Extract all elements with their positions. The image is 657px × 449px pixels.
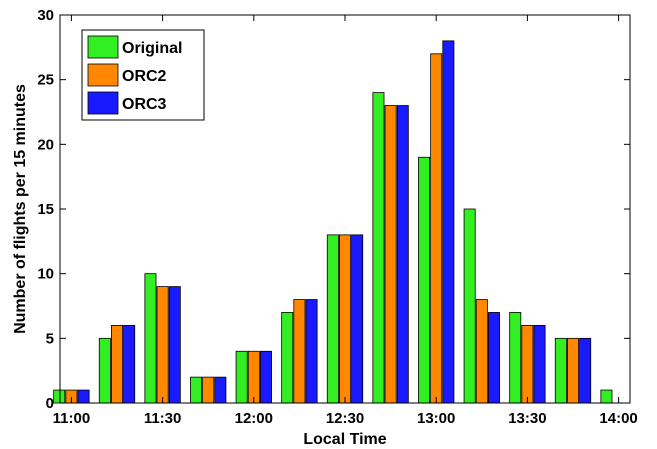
y-tick-label: 0 bbox=[46, 395, 54, 412]
bar-orc2-11:15 bbox=[111, 324, 123, 404]
y-tick-label: 10 bbox=[37, 266, 54, 283]
bar-original-12:15 bbox=[281, 312, 294, 404]
bar-original-12:45 bbox=[372, 92, 385, 404]
legend-swatch-orc3 bbox=[87, 91, 119, 115]
y-tick-label: 5 bbox=[46, 330, 54, 347]
bar-orc2-12:00 bbox=[247, 350, 260, 404]
legend: Original ORC2 ORC3 bbox=[81, 29, 205, 121]
bar-original-11:00 bbox=[53, 389, 66, 404]
bar-orc2-13:45 bbox=[567, 337, 579, 404]
bar-orc2-12:30 bbox=[339, 234, 351, 404]
y-tick-label: 20 bbox=[37, 136, 54, 153]
bar-original-12:00 bbox=[235, 350, 248, 404]
bar-original-11:15 bbox=[98, 337, 111, 404]
bar-orc2-13:30 bbox=[521, 324, 534, 404]
bar-original-13:15 bbox=[463, 208, 476, 404]
bar-orc3-13:00 bbox=[442, 40, 455, 404]
bar-original-14:00 bbox=[600, 389, 613, 404]
legend-label-orc2: ORC2 bbox=[122, 68, 167, 85]
bar-orc3-13:15 bbox=[487, 312, 500, 404]
bar-orc3-12:00 bbox=[259, 350, 272, 404]
bar-orc2-11:30 bbox=[156, 286, 169, 404]
bar-orc2-13:00 bbox=[430, 53, 443, 404]
bar-original-12:30 bbox=[326, 234, 339, 404]
bars-layer bbox=[53, 40, 613, 404]
bar-orc2-12:15 bbox=[293, 299, 306, 404]
bar-orc3-11:30 bbox=[168, 286, 181, 404]
y-tick-label: 30 bbox=[37, 7, 54, 24]
ticks-layer: 0 5 10 15 20 25 30 11:00 11:30 12:00 12:30 13:00 13:… bbox=[37, 7, 637, 427]
legend-label-orc3: ORC3 bbox=[122, 96, 167, 113]
bar-orc2-13:15 bbox=[475, 299, 488, 404]
x-axis-label: Local Time bbox=[303, 431, 386, 448]
bar-original-11:30 bbox=[144, 273, 157, 404]
bar-original-13:30 bbox=[509, 312, 522, 404]
y-tick-label: 15 bbox=[37, 201, 54, 218]
x-tick-label: 14:00 bbox=[599, 410, 637, 427]
bar-original-11:45 bbox=[190, 376, 203, 404]
bar-orc3-13:45 bbox=[579, 337, 592, 404]
x-tick-label: 11:00 bbox=[53, 410, 91, 427]
x-tick-label: 13:30 bbox=[508, 410, 546, 427]
bar-orc3-12:30 bbox=[351, 234, 364, 404]
bar-orc2-11:45 bbox=[202, 376, 215, 404]
bar-original-13:45 bbox=[554, 337, 567, 404]
bar-orc3-11:00 bbox=[77, 389, 90, 404]
x-tick-label: 12:30 bbox=[326, 410, 364, 427]
bar-orc3-13:30 bbox=[533, 324, 546, 404]
bar-orc2-12:45 bbox=[384, 105, 397, 404]
x-tick-label: 11:30 bbox=[144, 410, 182, 427]
x-tick-label: 13:00 bbox=[417, 410, 455, 427]
bar-orc3-12:45 bbox=[396, 105, 409, 404]
bar-orc3-11:45 bbox=[214, 376, 227, 404]
bar-orc3-12:15 bbox=[305, 299, 318, 404]
legend-swatch-original bbox=[87, 35, 119, 59]
y-tick-label: 25 bbox=[37, 72, 54, 89]
bar-orc3-11:15 bbox=[123, 324, 136, 404]
bar-original-13:00 bbox=[418, 156, 431, 404]
y-axis-label: Number of flights per 15 minutes bbox=[12, 84, 29, 334]
legend-swatch-orc2 bbox=[87, 63, 119, 87]
legend-label-original: Original bbox=[122, 40, 182, 57]
x-tick-label: 12:00 bbox=[235, 410, 273, 427]
